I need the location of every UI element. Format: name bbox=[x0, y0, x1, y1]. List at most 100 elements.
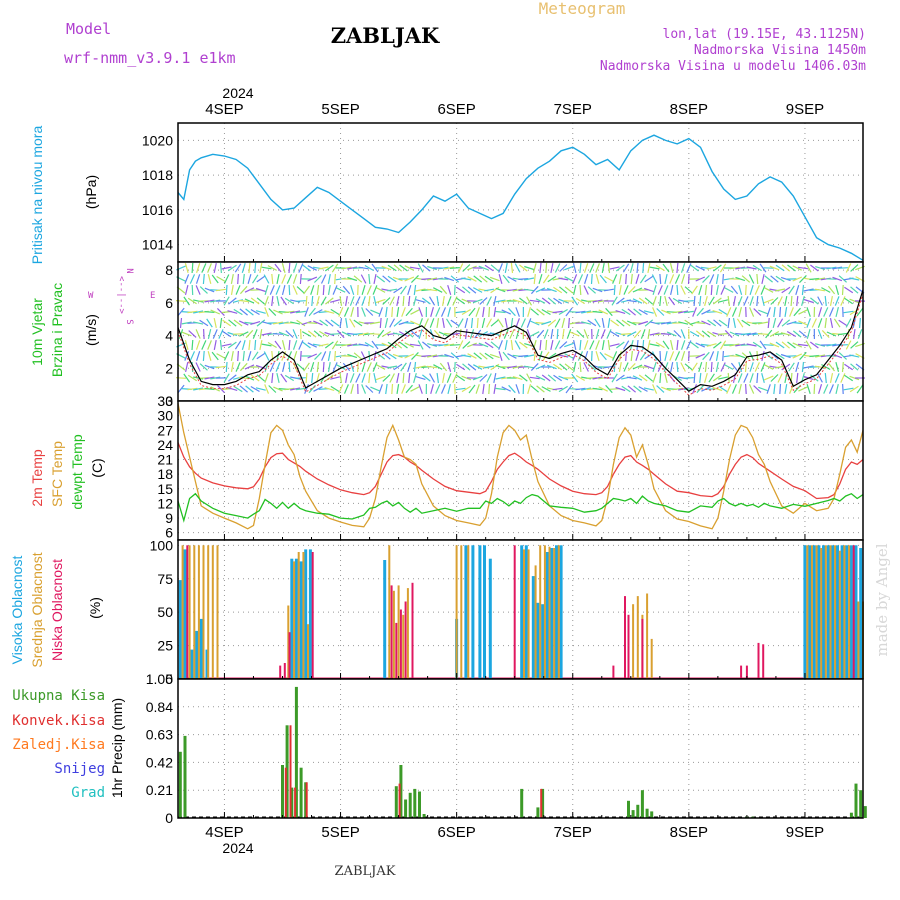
model-name: wrf-nmm_v3.9.1 e1km bbox=[64, 49, 236, 67]
wind-barb bbox=[704, 296, 708, 306]
wind-barb bbox=[325, 297, 334, 305]
wind-barb bbox=[457, 340, 464, 350]
wind-barb bbox=[507, 353, 517, 359]
wind-barb bbox=[633, 308, 642, 316]
wind-barb bbox=[365, 385, 374, 393]
wind-barb bbox=[729, 331, 740, 337]
wind-barb bbox=[320, 296, 327, 306]
wind-barb bbox=[418, 329, 423, 339]
wind-barb bbox=[293, 263, 298, 273]
wind-barb bbox=[250, 297, 260, 305]
wind-barb bbox=[790, 295, 793, 307]
wind-barb bbox=[845, 340, 852, 350]
wind-barb bbox=[817, 296, 823, 306]
wind-barb bbox=[823, 384, 829, 394]
wind-barb bbox=[704, 361, 708, 373]
wind-barb bbox=[189, 351, 196, 361]
wind-barb bbox=[627, 308, 636, 316]
wind-barb bbox=[519, 374, 528, 382]
wind-barb bbox=[495, 376, 506, 380]
low-cloud-bar bbox=[404, 601, 407, 679]
wind-barb bbox=[311, 295, 314, 307]
wind-barb bbox=[401, 384, 406, 394]
wind-barb bbox=[621, 319, 631, 327]
wind-barb bbox=[810, 297, 819, 305]
high-cloud-label: Visoka Oblacnost bbox=[9, 556, 25, 665]
wind-barb bbox=[572, 351, 578, 361]
mid-cloud-bar bbox=[397, 585, 400, 679]
wind-barb bbox=[849, 298, 860, 304]
wind-barb bbox=[303, 362, 310, 372]
wind-ytick-label: 0 bbox=[165, 393, 173, 409]
wind-barb bbox=[709, 351, 715, 361]
wind-barb bbox=[468, 384, 476, 394]
wind-barb bbox=[376, 364, 386, 370]
wind-barb bbox=[652, 373, 657, 383]
wind-barb bbox=[366, 362, 372, 372]
wind-barb bbox=[535, 364, 546, 370]
wind-barb bbox=[680, 263, 686, 273]
wind-barb bbox=[821, 329, 830, 339]
wind-barb bbox=[610, 319, 620, 327]
wind-barb bbox=[201, 340, 207, 350]
wind-barb bbox=[592, 287, 603, 293]
wind-barb bbox=[524, 354, 535, 358]
wind-barb bbox=[680, 362, 686, 372]
wind-barb bbox=[469, 329, 475, 339]
wind-barb bbox=[815, 277, 826, 281]
temp-ytick-label: 9 bbox=[165, 510, 173, 526]
wind-barb bbox=[239, 331, 249, 337]
wind-barb bbox=[439, 285, 448, 295]
wind-barb bbox=[199, 363, 208, 371]
wind-barb bbox=[481, 317, 486, 329]
wind-barb bbox=[408, 295, 411, 307]
wind-barb bbox=[387, 275, 397, 283]
wind-barb bbox=[616, 319, 625, 327]
wind-barb bbox=[198, 377, 209, 379]
total-precip-label: Ukupna Kisa bbox=[12, 688, 105, 704]
wind-barb bbox=[623, 285, 629, 295]
wind-barb bbox=[515, 384, 520, 394]
cloud-ytick-label: 100 bbox=[150, 537, 174, 553]
wind-barb bbox=[719, 340, 727, 350]
wind-barb bbox=[515, 329, 520, 339]
wind-barb bbox=[447, 285, 452, 295]
wind-barb bbox=[281, 340, 286, 350]
wind-barb bbox=[452, 296, 458, 306]
wind-barb bbox=[718, 376, 729, 380]
wind-barb bbox=[738, 285, 743, 295]
wind-barb bbox=[632, 298, 643, 304]
wind-barb bbox=[385, 383, 388, 395]
high-cloud-bar bbox=[520, 545, 524, 679]
wind-barb bbox=[276, 295, 280, 307]
wind-barb bbox=[191, 262, 194, 274]
wind-barb bbox=[305, 372, 308, 384]
wind-barb bbox=[683, 377, 694, 379]
wind-barb bbox=[389, 373, 395, 383]
wind-barb bbox=[490, 363, 500, 371]
wind-barb bbox=[473, 352, 482, 360]
wind-barb bbox=[760, 285, 766, 295]
wind-barb bbox=[313, 320, 323, 326]
wind-barb bbox=[586, 377, 597, 379]
conv-precip-bar bbox=[305, 782, 308, 818]
wind-barb bbox=[415, 299, 426, 303]
wind-barb bbox=[760, 362, 766, 372]
wind-barb bbox=[204, 364, 215, 370]
wind-barb bbox=[663, 285, 669, 295]
wind-barb bbox=[235, 362, 241, 372]
wind-barb bbox=[288, 361, 291, 373]
wind-barb bbox=[295, 377, 306, 379]
wind-barb bbox=[524, 265, 534, 271]
cloud-panel: 0 25 50 75 100 bbox=[150, 537, 864, 687]
wind-barb bbox=[284, 310, 295, 314]
pressure-title: Pritisak na nivou mora bbox=[29, 126, 45, 265]
wind-barb bbox=[612, 351, 618, 361]
high-cloud-bar bbox=[524, 545, 528, 679]
total-precip-bar bbox=[404, 799, 408, 818]
wind-barb bbox=[320, 274, 327, 284]
wind-barb bbox=[708, 296, 715, 306]
wind-barb bbox=[615, 310, 626, 314]
wind-barb bbox=[695, 276, 706, 282]
wind-barb bbox=[583, 285, 589, 295]
